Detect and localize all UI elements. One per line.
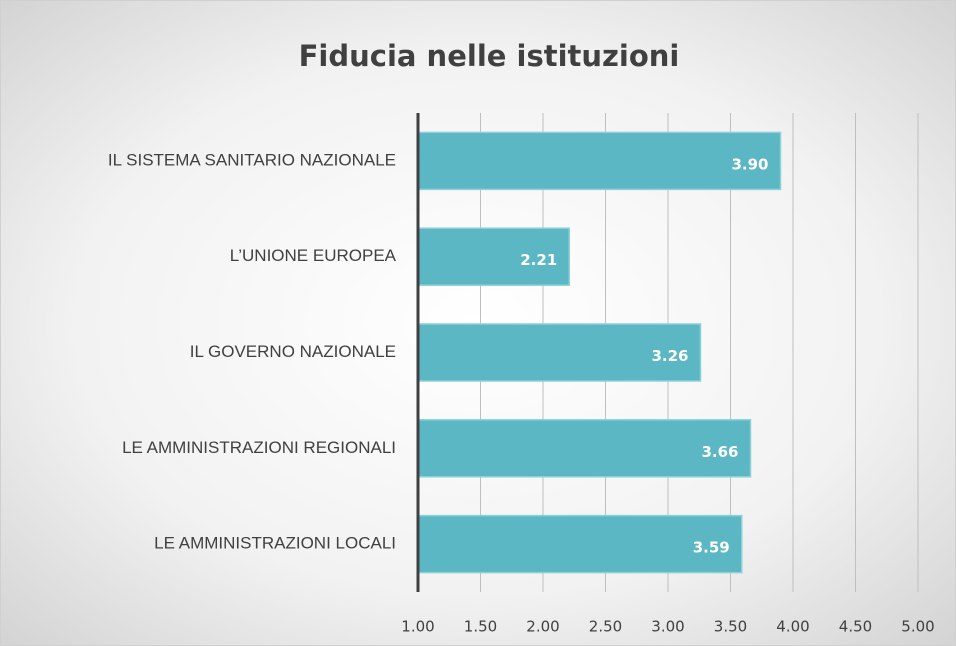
- x-tick-label: 3.50: [714, 618, 747, 636]
- x-tick-label: 3.00: [651, 618, 684, 636]
- x-tick-label: 4.50: [839, 618, 872, 636]
- x-tick-label: 2.00: [526, 618, 559, 636]
- y-tick-label: IL GOVERNO NAZIONALE: [190, 342, 396, 361]
- y-tick-label: LE AMMINISTRAZIONI LOCALI: [154, 534, 396, 553]
- x-tick-label: 5.00: [901, 618, 934, 636]
- value-label: 2.21: [520, 251, 557, 269]
- value-label: 3.26: [651, 347, 688, 365]
- value-label: 3.66: [701, 443, 738, 461]
- y-tick-label: L’UNIONE EUROPEA: [230, 246, 397, 265]
- bar: [417, 419, 752, 478]
- value-label: 3.90: [731, 155, 768, 173]
- x-tick-label: 2.50: [589, 618, 622, 636]
- bar: [417, 323, 702, 382]
- x-tick-label: 1.50: [464, 618, 497, 636]
- x-tick-label: 1.00: [401, 618, 434, 636]
- chart-title: Fiducia nelle istituzioni: [299, 39, 680, 73]
- y-tick-label: IL SISTEMA SANITARIO NAZIONALE: [108, 150, 396, 169]
- bar: [417, 227, 570, 286]
- bar: [417, 514, 743, 574]
- bar: [417, 131, 782, 191]
- x-tick-label: 4.00: [776, 618, 809, 636]
- y-tick-label: LE AMMINISTRAZIONI REGIONALI: [122, 438, 396, 457]
- value-label: 3.59: [693, 539, 730, 557]
